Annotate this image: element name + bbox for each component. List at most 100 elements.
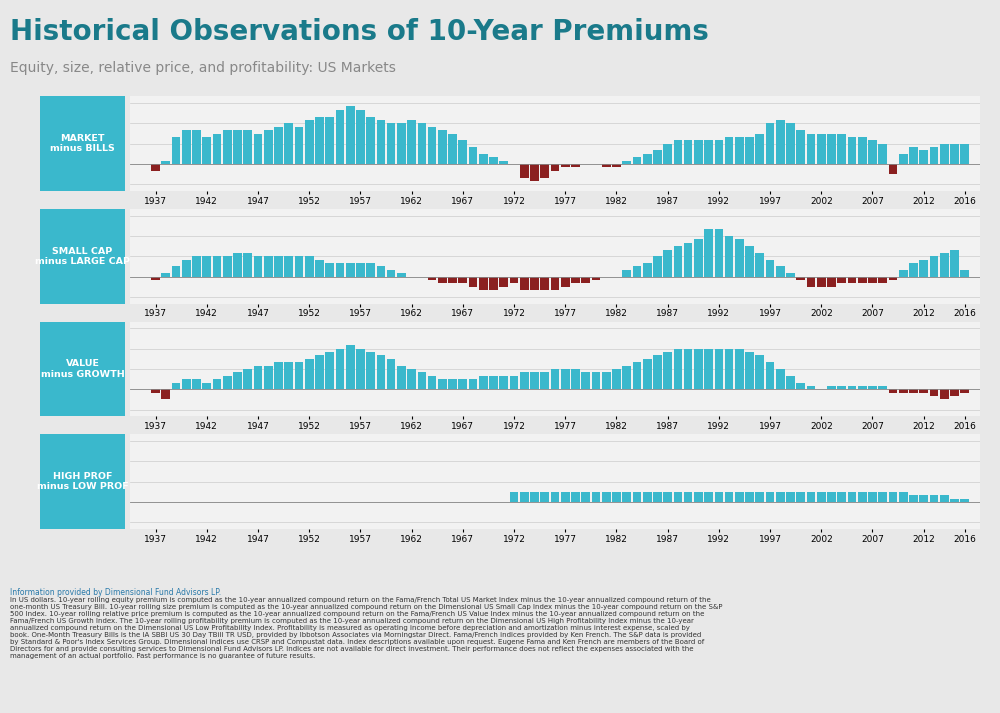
Bar xyxy=(151,389,160,393)
Bar xyxy=(366,352,375,389)
Bar xyxy=(530,277,539,290)
Bar xyxy=(233,130,242,164)
Bar xyxy=(837,133,846,164)
Bar xyxy=(561,164,570,168)
Bar xyxy=(315,356,324,389)
Bar xyxy=(930,389,938,396)
Y-axis label: Premiums: Premiums xyxy=(93,125,102,163)
Bar xyxy=(356,349,365,389)
Bar xyxy=(868,492,877,502)
Bar xyxy=(776,369,785,389)
Bar xyxy=(807,277,815,287)
Bar xyxy=(336,263,344,277)
Bar xyxy=(151,164,160,171)
Bar xyxy=(848,386,856,389)
Bar xyxy=(735,137,744,164)
Bar xyxy=(776,267,785,277)
Bar xyxy=(766,362,774,389)
Bar xyxy=(612,369,621,389)
Bar xyxy=(356,110,365,164)
Bar xyxy=(295,257,303,277)
Bar xyxy=(786,273,795,277)
Bar xyxy=(940,253,949,277)
Bar xyxy=(366,117,375,164)
Bar xyxy=(458,277,467,284)
Bar xyxy=(930,496,938,502)
Bar xyxy=(643,359,652,389)
Bar xyxy=(305,257,314,277)
Text: HIGH PROF
minus LOW PROF: HIGH PROF minus LOW PROF xyxy=(37,472,128,491)
Bar xyxy=(377,267,385,277)
Bar xyxy=(858,137,867,164)
Bar xyxy=(387,123,395,164)
Bar xyxy=(899,270,908,277)
Bar xyxy=(551,492,559,502)
Bar xyxy=(469,147,477,164)
Bar xyxy=(551,164,559,171)
Bar xyxy=(889,389,897,393)
Bar xyxy=(889,492,897,502)
Bar xyxy=(735,349,744,389)
Bar xyxy=(202,137,211,164)
Bar xyxy=(592,372,600,389)
Bar xyxy=(796,382,805,389)
Bar xyxy=(817,492,826,502)
Bar xyxy=(704,349,713,389)
Bar xyxy=(172,137,180,164)
Bar xyxy=(776,492,785,502)
Bar xyxy=(202,257,211,277)
Bar xyxy=(387,270,395,277)
Bar xyxy=(520,277,529,290)
Bar xyxy=(448,133,457,164)
Bar xyxy=(858,277,867,284)
Bar xyxy=(755,356,764,389)
Bar xyxy=(684,349,692,389)
Bar xyxy=(366,263,375,277)
Bar xyxy=(745,246,754,277)
Bar xyxy=(397,123,406,164)
Bar xyxy=(684,243,692,277)
Bar xyxy=(663,492,672,502)
Bar xyxy=(254,257,262,277)
Bar xyxy=(878,144,887,164)
Bar xyxy=(325,263,334,277)
Bar xyxy=(233,253,242,277)
Bar xyxy=(469,379,477,389)
Text: VALUE
minus GROWTH: VALUE minus GROWTH xyxy=(41,359,124,379)
Bar xyxy=(489,158,498,164)
Bar xyxy=(561,492,570,502)
Bar xyxy=(581,492,590,502)
Bar xyxy=(960,498,969,502)
Bar xyxy=(704,230,713,277)
Bar xyxy=(315,260,324,277)
Bar xyxy=(940,389,949,399)
Bar xyxy=(827,386,836,389)
Bar xyxy=(284,257,293,277)
Bar xyxy=(469,277,477,287)
Bar xyxy=(602,492,611,502)
Bar xyxy=(796,130,805,164)
Bar xyxy=(540,372,549,389)
Bar xyxy=(551,369,559,389)
Bar xyxy=(878,386,887,389)
Bar xyxy=(715,140,723,164)
Bar xyxy=(643,263,652,277)
Bar xyxy=(950,144,959,164)
Bar xyxy=(397,273,406,277)
Bar xyxy=(274,257,283,277)
Bar xyxy=(581,372,590,389)
Bar xyxy=(622,270,631,277)
Bar xyxy=(622,366,631,389)
Bar xyxy=(755,253,764,277)
Bar xyxy=(592,492,600,502)
Bar xyxy=(674,349,682,389)
Bar xyxy=(336,110,344,164)
Bar xyxy=(899,389,908,393)
Bar xyxy=(274,127,283,164)
Text: MARKET
minus BILLS: MARKET minus BILLS xyxy=(50,134,115,153)
Bar xyxy=(950,389,959,396)
Bar xyxy=(254,133,262,164)
Bar xyxy=(243,253,252,277)
Bar xyxy=(264,130,273,164)
Bar xyxy=(520,492,529,502)
